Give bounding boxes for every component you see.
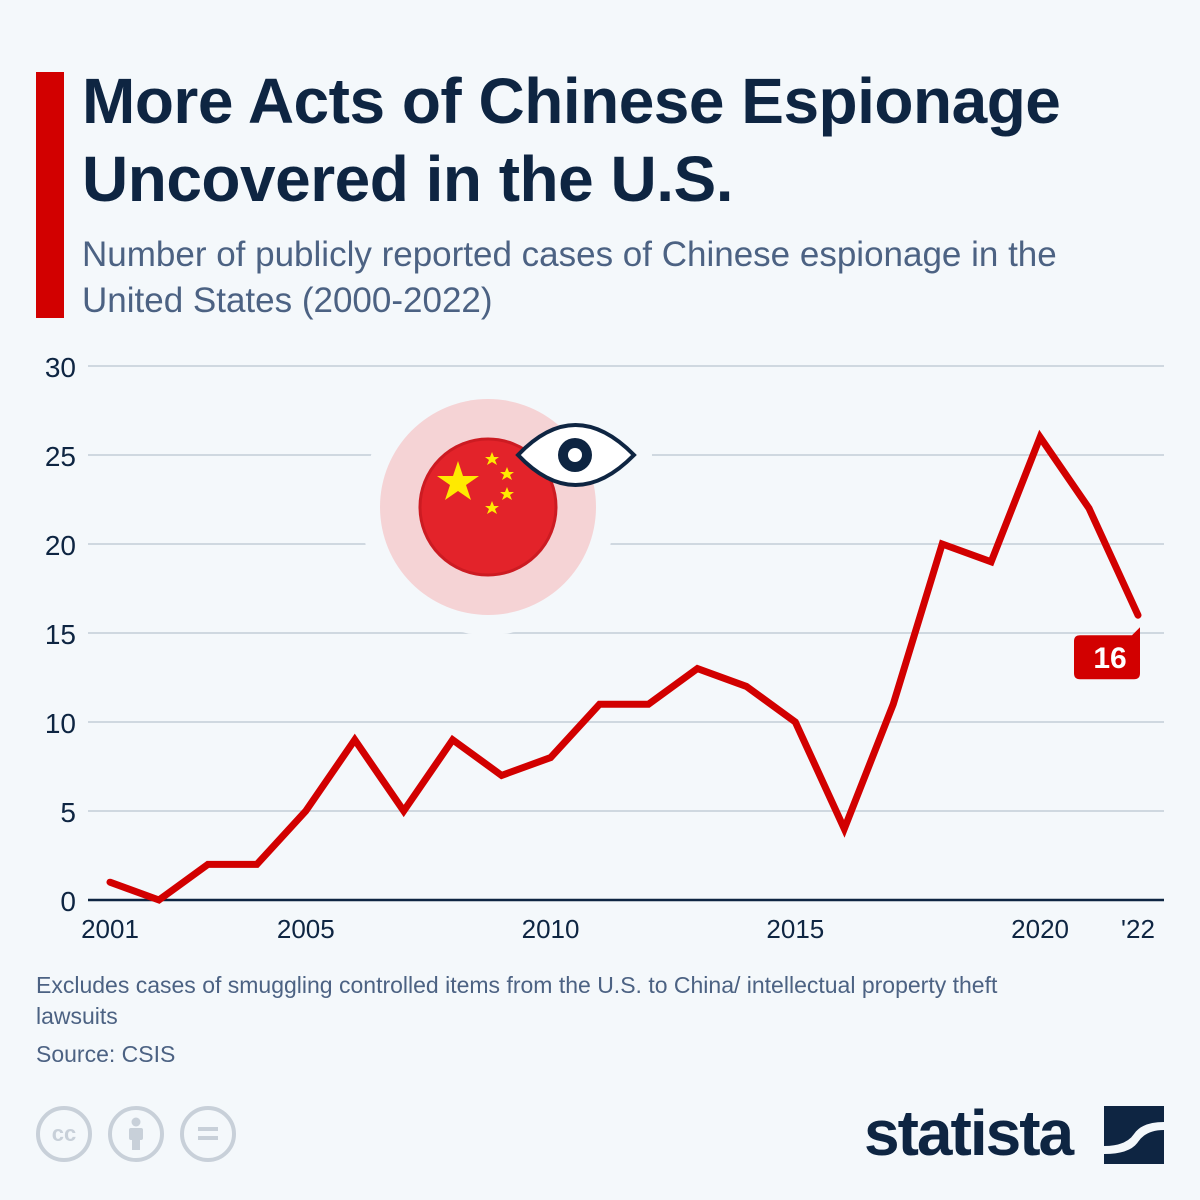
- y-tick-label: 15: [45, 619, 76, 650]
- y-tick-label: 5: [60, 797, 76, 828]
- attribution-icon[interactable]: [108, 1106, 164, 1162]
- x-tick-label: '22: [1121, 914, 1155, 944]
- x-tick-label: 2020: [1011, 914, 1069, 944]
- y-tick-label: 20: [45, 530, 76, 561]
- data-label-badge: [1074, 627, 1140, 680]
- title-accent-bar: [36, 72, 64, 318]
- data-label-text: 16: [1093, 642, 1126, 675]
- y-tick-label: 10: [45, 708, 76, 739]
- footnote: Excludes cases of smuggling controlled i…: [36, 972, 998, 1029]
- data-label-16: 16: [1074, 627, 1140, 680]
- x-tick-label: 2015: [766, 914, 824, 944]
- small-star-icon: [500, 467, 514, 480]
- source: Source: CSIS: [36, 1041, 176, 1067]
- statista-logo[interactable]: statista: [864, 1097, 1074, 1169]
- cc-label: cc: [51, 1121, 77, 1146]
- small-star-icon: [500, 487, 514, 500]
- header: More Acts of Chinese Espionage Uncovered…: [82, 62, 1182, 324]
- y-tick-label: 0: [60, 886, 76, 917]
- star-icon: [437, 461, 479, 500]
- series-line: [106, 429, 1142, 904]
- no-derivatives-icon[interactable]: [180, 1106, 236, 1162]
- espionage-eye-illustration: [360, 379, 652, 635]
- subtitle: Number of publicly reported cases of Chi…: [82, 235, 1057, 320]
- x-tick-label: 2005: [277, 914, 335, 944]
- x-tick-label: 2010: [522, 914, 580, 944]
- cc-icon[interactable]: cc: [36, 1106, 92, 1162]
- page-title: More Acts of Chinese Espionage Uncovered…: [82, 65, 1061, 215]
- x-tick-label: 2001: [81, 914, 139, 944]
- y-tick-label: 25: [45, 441, 76, 472]
- small-star-icon: [485, 501, 499, 514]
- y-tick-label: 30: [45, 352, 76, 383]
- footer-text: Excludes cases of smuggling controlled i…: [36, 970, 1036, 1068]
- small-star-icon: [485, 452, 499, 465]
- statista-logo-icon: [1104, 1106, 1164, 1164]
